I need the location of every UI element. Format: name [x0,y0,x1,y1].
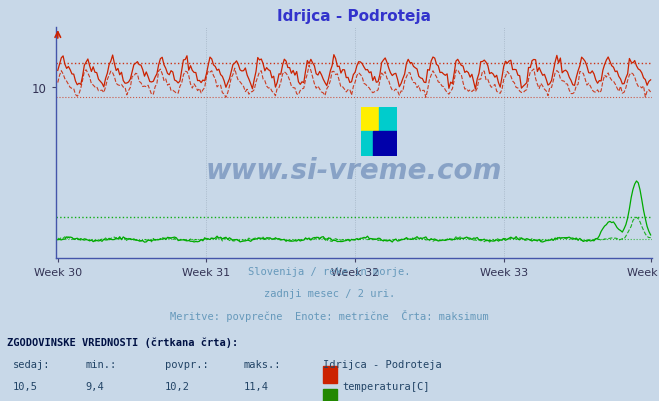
Text: maks.:: maks.: [244,359,281,369]
Title: Idrijca - Podroteja: Idrijca - Podroteja [277,9,431,24]
Text: Slovenija / reke in morje.: Slovenija / reke in morje. [248,267,411,277]
Text: temperatura[C]: temperatura[C] [343,381,430,391]
Bar [379,108,397,132]
Text: zadnji mesec / 2 uri.: zadnji mesec / 2 uri. [264,288,395,298]
Bar [361,132,374,156]
Text: min.:: min.: [86,359,117,369]
Text: sedaj:: sedaj: [13,359,51,369]
Bar [323,389,337,401]
Text: 10,2: 10,2 [165,381,190,391]
Text: Idrijca - Podroteja: Idrijca - Podroteja [323,359,442,369]
Bar [361,108,379,132]
Text: povpr.:: povpr.: [165,359,208,369]
Text: Meritve: povprečne  Enote: metrične  Črta: maksimum: Meritve: povprečne Enote: metrične Črta:… [170,310,489,322]
Text: 9,4: 9,4 [86,381,104,391]
Text: ZGODOVINSKE VREDNOSTI (črtkana črta):: ZGODOVINSKE VREDNOSTI (črtkana črta): [7,337,238,347]
Bar [374,132,397,156]
Bar [323,367,337,383]
Text: 10,5: 10,5 [13,381,38,391]
Text: 11,4: 11,4 [244,381,269,391]
Text: www.si-vreme.com: www.si-vreme.com [206,157,502,185]
